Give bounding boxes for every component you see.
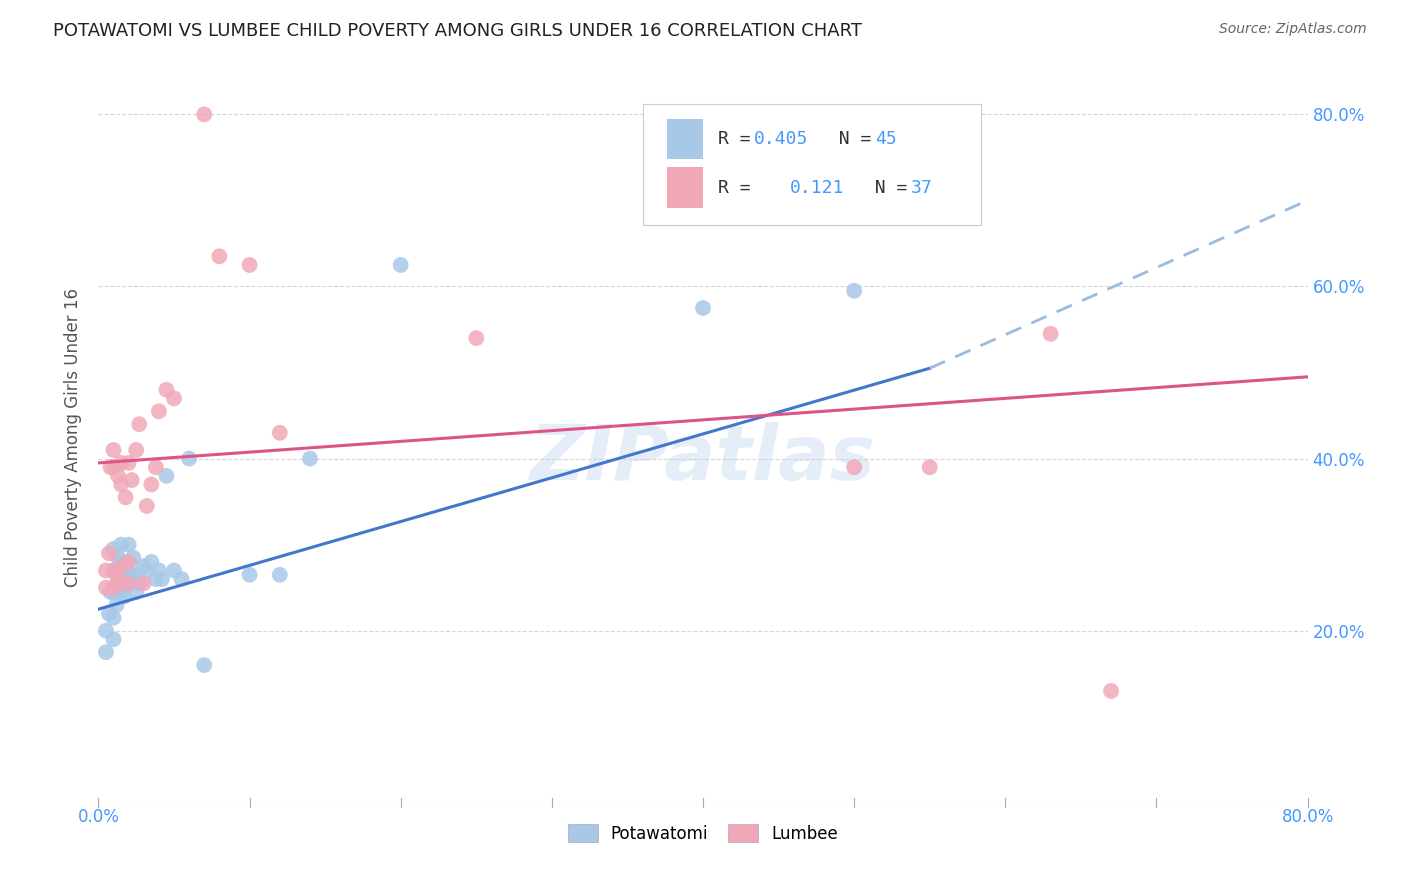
Point <box>132 559 155 574</box>
Point <box>107 567 129 582</box>
Point <box>389 258 412 272</box>
Point <box>128 417 150 432</box>
Point <box>114 559 136 574</box>
Point <box>105 576 128 591</box>
Point <box>269 425 291 440</box>
Point <box>110 555 132 569</box>
Y-axis label: Child Poverty Among Girls Under 16: Child Poverty Among Girls Under 16 <box>65 287 83 587</box>
Point <box>208 249 231 263</box>
Point <box>125 567 148 582</box>
Point <box>844 284 866 298</box>
Point <box>135 564 157 578</box>
Point <box>103 611 125 625</box>
Point <box>114 491 136 505</box>
Text: N =: N = <box>853 178 918 196</box>
Point <box>193 658 215 673</box>
Point <box>110 585 132 599</box>
Point <box>110 538 132 552</box>
Point <box>239 567 262 582</box>
Point <box>107 550 129 565</box>
Point <box>103 585 125 599</box>
Point <box>118 555 141 569</box>
Point <box>465 331 488 345</box>
Bar <box>666 168 703 208</box>
Text: 37: 37 <box>911 178 932 196</box>
Point <box>148 404 170 418</box>
Text: ZIPatlas: ZIPatlas <box>530 422 876 496</box>
Point <box>103 442 125 457</box>
Point <box>103 581 125 595</box>
Point <box>145 460 167 475</box>
Text: POTAWATOMI VS LUMBEE CHILD POVERTY AMONG GIRLS UNDER 16 CORRELATION CHART: POTAWATOMI VS LUMBEE CHILD POVERTY AMONG… <box>53 22 862 40</box>
Text: R =: R = <box>717 130 761 148</box>
Point <box>118 572 141 586</box>
Point <box>135 499 157 513</box>
Point <box>108 576 131 591</box>
Point <box>141 477 163 491</box>
Point <box>163 392 186 406</box>
Point <box>103 632 125 647</box>
Point <box>128 576 150 591</box>
Point <box>269 567 291 582</box>
Point <box>98 546 121 560</box>
Point <box>103 564 125 578</box>
Text: 45: 45 <box>875 130 897 148</box>
Point <box>110 456 132 470</box>
Point <box>103 564 125 578</box>
Point <box>98 607 121 621</box>
Point <box>94 564 117 578</box>
Point <box>105 598 128 612</box>
Point <box>110 477 132 491</box>
Point <box>110 559 132 574</box>
Point <box>141 555 163 569</box>
Point <box>118 576 141 591</box>
Point <box>155 383 177 397</box>
Point <box>105 567 128 582</box>
Point <box>163 564 186 578</box>
Point <box>121 473 143 487</box>
Point <box>239 258 262 272</box>
Point <box>155 468 177 483</box>
Point <box>150 572 173 586</box>
FancyBboxPatch shape <box>643 104 981 225</box>
Point <box>118 538 141 552</box>
Point <box>118 555 141 569</box>
Point <box>94 581 117 595</box>
Point <box>103 541 125 556</box>
Point <box>125 585 148 599</box>
Point <box>118 456 141 470</box>
Text: 0.405: 0.405 <box>754 130 808 148</box>
Point <box>125 442 148 457</box>
Point <box>1099 684 1122 698</box>
Point <box>148 564 170 578</box>
Text: Source: ZipAtlas.com: Source: ZipAtlas.com <box>1219 22 1367 37</box>
Point <box>94 645 117 659</box>
Legend: Potawatomi, Lumbee: Potawatomi, Lumbee <box>561 818 845 849</box>
Text: R =: R = <box>717 178 783 196</box>
Point <box>193 107 215 121</box>
Point <box>179 451 201 466</box>
Point <box>145 572 167 586</box>
Text: 0.121: 0.121 <box>790 178 845 196</box>
Point <box>107 468 129 483</box>
Point <box>94 624 117 638</box>
Point <box>1039 326 1062 341</box>
Text: N =: N = <box>817 130 882 148</box>
Point <box>112 589 135 603</box>
Point <box>692 301 714 315</box>
Point <box>122 550 145 565</box>
Point <box>114 576 136 591</box>
Point <box>844 460 866 475</box>
Point <box>110 567 132 582</box>
Point <box>170 572 193 586</box>
Point <box>918 460 941 475</box>
Point <box>100 460 122 475</box>
Point <box>132 576 155 591</box>
Point <box>121 567 143 582</box>
Point <box>103 460 125 475</box>
Point <box>299 451 322 466</box>
Bar <box>666 119 703 159</box>
Point <box>100 585 122 599</box>
